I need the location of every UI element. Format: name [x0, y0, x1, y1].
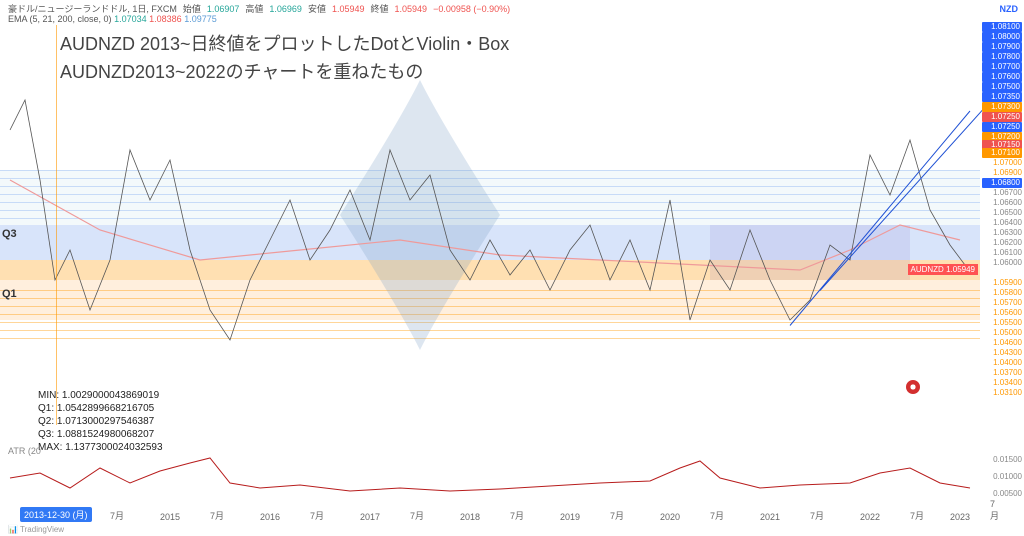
price-tick: 1.06100 [982, 248, 1022, 258]
price-tick: 1.05600 [982, 308, 1022, 318]
price-tick: 1.07800 [982, 52, 1022, 62]
price-tick: 1.08100 [982, 22, 1022, 32]
price-tick: 1.06500 [982, 208, 1022, 218]
time-tick[interactable]: 2022 [860, 512, 880, 522]
time-tick[interactable]: 2019 [560, 512, 580, 522]
price-tick: 1.06700 [982, 188, 1022, 198]
price-tick: 1.07300 [982, 102, 1022, 112]
price-tick: 1.06600 [982, 198, 1022, 208]
time-tick[interactable]: 2020 [660, 512, 680, 522]
price-tick: 1.03400 [982, 378, 1022, 388]
time-tick[interactable]: 7月 [610, 509, 624, 522]
time-tick[interactable]: 2023 [950, 512, 970, 522]
price-tick: 1.07250 [982, 122, 1022, 132]
time-tick[interactable]: 2017 [360, 512, 380, 522]
price-tick: 1.05500 [982, 318, 1022, 328]
price-series [0, 0, 980, 420]
time-tick[interactable]: 2021 [760, 512, 780, 522]
time-tick[interactable]: 2015 [160, 512, 180, 522]
price-tick: 1.06400 [982, 218, 1022, 228]
price-tick: 1.07600 [982, 72, 1022, 82]
price-tick: 1.06000 [982, 258, 1022, 268]
price-tick: 1.08000 [982, 32, 1022, 42]
time-tick[interactable]: 7月 [510, 509, 524, 522]
marker-icon [906, 380, 920, 394]
price-tick: 1.03700 [982, 368, 1022, 378]
time-tick[interactable]: 7月 [910, 509, 924, 522]
time-tick[interactable]: 7月 [710, 509, 724, 522]
price-tick: 1.04000 [982, 358, 1022, 368]
time-tick[interactable]: 7月 [210, 509, 224, 522]
audnzd-price-tag: AUDNZD 1.05949 [908, 264, 979, 275]
time-tick[interactable]: 2016 [260, 512, 280, 522]
price-tick: 1.07900 [982, 42, 1022, 52]
time-tick[interactable]: 2018 [460, 512, 480, 522]
price-tick: 1.05800 [982, 288, 1022, 298]
price-tick: 1.05900 [982, 278, 1022, 288]
price-tick: 1.07700 [982, 62, 1022, 72]
price-tick: 1.03100 [982, 388, 1022, 398]
price-tick: 1.05700 [982, 298, 1022, 308]
start-vline [56, 25, 57, 425]
time-tick[interactable]: 7月 [310, 509, 324, 522]
price-tick: 1.05000 [982, 328, 1022, 338]
price-tick: 1.07350 [982, 92, 1022, 102]
atr-panel[interactable] [0, 453, 980, 508]
price-tick: 1.07500 [982, 82, 1022, 92]
time-tick[interactable]: 7月 [990, 499, 999, 522]
time-tick[interactable]: 2013-12-30 (月) [20, 507, 92, 522]
time-tick[interactable]: 7月 [810, 509, 824, 522]
price-tick: 1.04300 [982, 348, 1022, 358]
q3-label: Q3 [2, 228, 17, 240]
stats-block: MIN: 1.0029000043869019 Q1: 1.0542899668… [38, 389, 163, 454]
price-tick: 1.04600 [982, 338, 1022, 348]
price-tick: 1.07000 [982, 158, 1022, 168]
price-tick: 1.06800 [982, 178, 1022, 188]
price-axis[interactable]: 1.081001.080001.079001.078001.077001.076… [980, 0, 1024, 480]
time-tick[interactable]: 7月 [110, 509, 124, 522]
time-tick[interactable]: 7月 [410, 509, 424, 522]
price-tick: 1.07100 [982, 148, 1022, 158]
price-tick: 1.06900 [982, 168, 1022, 178]
time-axis[interactable]: 2013-12-30 (月) 7月 2015 7月 2016 7月 2017 7月 2018 7月… [0, 508, 980, 522]
q1-label: Q1 [2, 288, 17, 300]
price-tick: 1.06300 [982, 228, 1022, 238]
tradingview-logo[interactable]: 📊 TradingView [8, 525, 64, 534]
price-tick: 1.06200 [982, 238, 1022, 248]
price-tick: 1.07250 [982, 112, 1022, 122]
